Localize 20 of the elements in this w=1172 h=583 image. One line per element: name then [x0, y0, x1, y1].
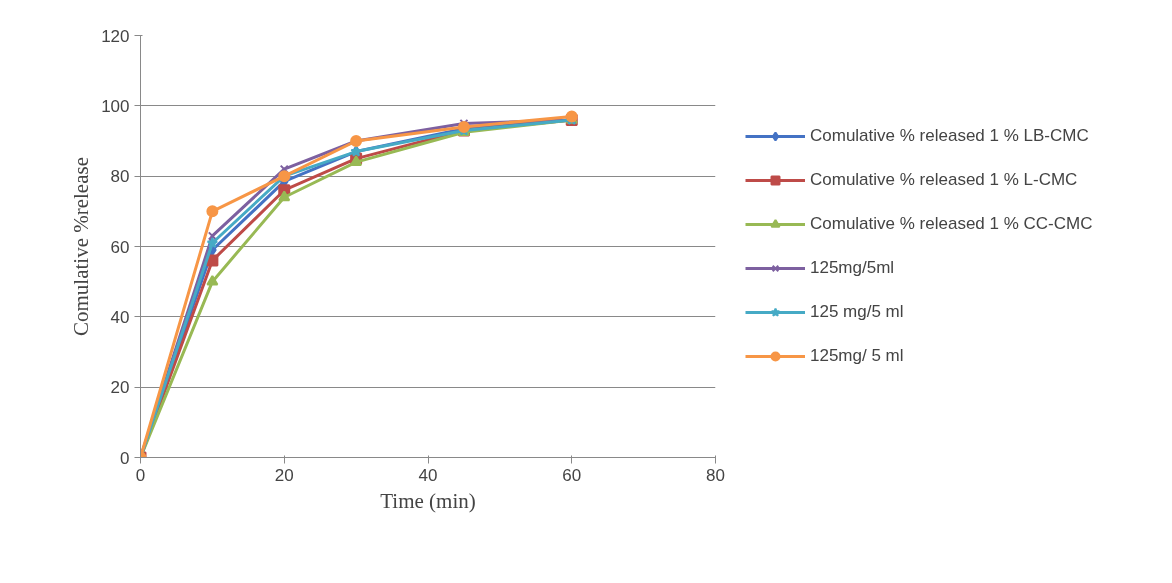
- y-tick-label: 60: [110, 237, 130, 257]
- y-tick-label: 40: [110, 307, 130, 327]
- legend-label: Comulative % released 1 % L-CMC: [810, 169, 1078, 191]
- legend-label: Comulative % released 1 % CC-CMC: [810, 213, 1093, 235]
- legend-label: Comulative % released 1 % LB-CMC: [810, 125, 1089, 147]
- x-axis-title: Time (min): [380, 488, 476, 513]
- y-tick-label: 100: [101, 96, 130, 116]
- legend-label: 125 mg/5 ml: [810, 301, 904, 323]
- x-tick-label: 60: [562, 465, 582, 485]
- y-tick-label: 20: [110, 378, 130, 398]
- x-tick-label: 80: [706, 465, 725, 485]
- y-tick-label: 120: [101, 26, 130, 46]
- x-tick-label: 20: [274, 465, 294, 485]
- y-axis-title: Comulative %release: [69, 156, 94, 337]
- x-tick-label: 0: [135, 465, 146, 485]
- y-tick-label: 80: [110, 167, 130, 187]
- y-tick-label: 0: [120, 448, 130, 468]
- legend-label: 125mg/ 5 ml: [810, 345, 904, 367]
- x-tick-label: 40: [418, 465, 438, 485]
- legend-label: 125mg/5ml: [810, 257, 895, 279]
